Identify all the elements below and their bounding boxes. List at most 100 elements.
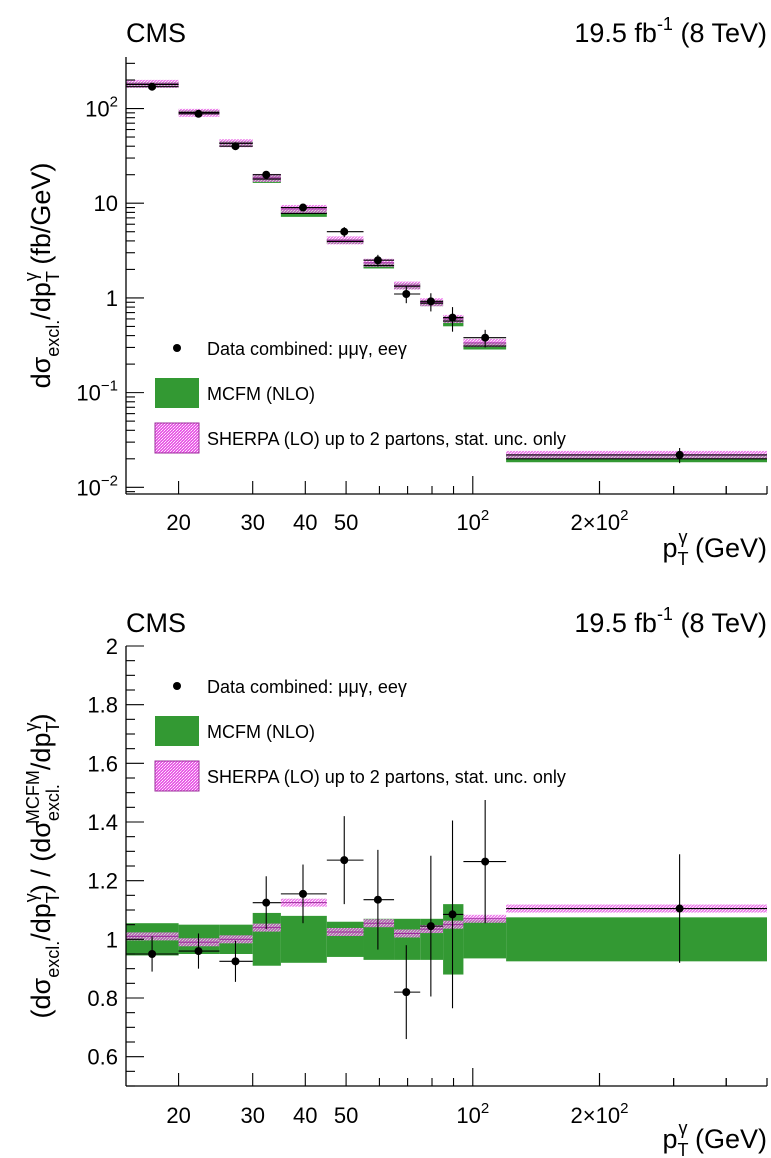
prediction-bands bbox=[126, 79, 767, 463]
y-title-part: /dp bbox=[26, 733, 56, 771]
y-tick-label: 1.6 bbox=[87, 751, 118, 776]
data-point-bin-5 bbox=[340, 856, 349, 865]
legend-label-marker: Data combined: μμγ, eeγ bbox=[207, 339, 407, 359]
x-tick-label: 20 bbox=[166, 510, 190, 535]
data-points bbox=[126, 82, 767, 464]
y-ticks bbox=[126, 62, 144, 493]
legend-swatch-sherpa bbox=[154, 422, 200, 454]
x-tick-label-text: 40 bbox=[293, 1103, 317, 1128]
legend-swatch-sherpa bbox=[154, 760, 200, 792]
x-tick-label-text: 10 bbox=[456, 510, 480, 535]
data-point-bin-9 bbox=[448, 910, 457, 919]
x-tick-label-text: 40 bbox=[293, 510, 317, 535]
mcfm-band-bin-4 bbox=[280, 915, 327, 963]
x-axis-title: pTγ (GeV) bbox=[662, 527, 767, 569]
y-tick-label: 1.8 bbox=[87, 693, 118, 718]
lumi-exponent: -1 bbox=[657, 604, 673, 624]
y-tick-label-text: 1.6 bbox=[87, 751, 118, 776]
x-tick-label: 40 bbox=[293, 510, 317, 535]
y-tick-label-sup: −1 bbox=[101, 378, 118, 395]
x-tick-label-text: 30 bbox=[240, 510, 264, 535]
x-tick-label-sup: 2 bbox=[481, 1100, 489, 1117]
x-tick-label-text: 2×10 bbox=[571, 1103, 621, 1128]
x-ticks bbox=[178, 476, 768, 494]
legend-swatch-mcfm bbox=[155, 378, 199, 408]
x-axis-title-symbol: p bbox=[662, 533, 677, 563]
y-tick-label-text: 1.2 bbox=[87, 869, 118, 894]
x-tick-label-text: 20 bbox=[166, 1103, 190, 1128]
x-tick-label-text: 2×10 bbox=[571, 510, 621, 535]
legend-marker-data bbox=[173, 682, 181, 690]
x-tick-label-sup: 2 bbox=[620, 1100, 628, 1117]
y-tick-label-text: 1 bbox=[106, 286, 118, 311]
y-tick-label: 2 bbox=[106, 634, 118, 659]
experiment-label: CMS bbox=[126, 18, 186, 48]
y-tick-label: 10−2 bbox=[76, 472, 118, 500]
y-tick-label-text: 0.6 bbox=[87, 1045, 118, 1070]
lumi-value: 19.5 fb bbox=[574, 18, 657, 48]
lumi-exponent: -1 bbox=[657, 14, 673, 34]
x-tick-label-text: 20 bbox=[166, 510, 190, 535]
x-tick-label: 102 bbox=[456, 1100, 489, 1128]
y-tick-label-text: 10 bbox=[94, 191, 118, 216]
data-point-bin-3 bbox=[262, 898, 271, 907]
legend-label-sherpa: SHERPA (LO) up to 2 partons, stat. unc. … bbox=[207, 767, 566, 787]
legend-label-mcfm: MCFM (NLO) bbox=[207, 384, 315, 404]
data-points bbox=[126, 800, 767, 1040]
data-point-bin-0 bbox=[148, 950, 157, 958]
legend-marker-data bbox=[173, 344, 181, 352]
x-tick-label: 50 bbox=[334, 510, 358, 535]
x-tick-label: 30 bbox=[240, 510, 264, 535]
prediction-bands bbox=[126, 898, 767, 975]
y-tick-label-text: 10 bbox=[76, 381, 100, 406]
legend: Data combined: μμγ, eeγ MCFM (NLO) SHERPA … bbox=[154, 677, 566, 792]
legend-label-sherpa: SHERPA (LO) up to 2 partons, stat. unc. … bbox=[207, 429, 566, 449]
y-title-part: dσ bbox=[26, 356, 56, 388]
data-point-bin-6 bbox=[373, 256, 382, 265]
y-tick-label-sup: −2 bbox=[101, 472, 118, 489]
y-tick-label: 10 bbox=[94, 191, 118, 216]
y-tick-label-text: 1.4 bbox=[87, 810, 118, 835]
lumi-value: 19.5 fb bbox=[574, 608, 657, 638]
y-tick-label: 10−1 bbox=[76, 378, 118, 406]
y-title-part: /dp bbox=[26, 903, 56, 941]
y-tick-label: 1.4 bbox=[87, 810, 118, 835]
y-tick-label: 102 bbox=[85, 94, 118, 122]
y-title-sub: excl. bbox=[43, 784, 63, 821]
x-axis-title-unit: (GeV) bbox=[687, 1124, 767, 1154]
y-tick-label: 1 bbox=[106, 927, 118, 952]
x-ticks bbox=[178, 1068, 768, 1086]
y-tick-label-text: 1 bbox=[106, 927, 118, 952]
y-tick-label: 0.6 bbox=[87, 1045, 118, 1070]
data-point-bin-11 bbox=[675, 904, 684, 913]
y-title-sub: T bbox=[43, 892, 63, 903]
x-tick-label-sup: 2 bbox=[620, 507, 628, 524]
data-point-bin-8 bbox=[426, 922, 435, 931]
y-title-sup: γ bbox=[21, 723, 41, 732]
data-point-bin-4 bbox=[298, 203, 307, 212]
luminosity-label: 19.5 fb-1 (8 TeV) bbox=[574, 604, 767, 638]
x-axis-title-symbol: p bbox=[662, 1124, 677, 1154]
y-ticks bbox=[126, 645, 144, 1087]
y-title-part: ) bbox=[26, 714, 56, 723]
x-tick-label: 2×102 bbox=[571, 1100, 629, 1128]
x-tick-label: 40 bbox=[293, 1103, 317, 1128]
x-axis-title-sup: γ bbox=[678, 527, 687, 547]
y-title-part: /dp bbox=[26, 282, 56, 320]
y-tick-label-text: 10 bbox=[85, 97, 109, 122]
mcfm-band-bin-10 bbox=[463, 920, 507, 959]
x-axis-title-sub: T bbox=[677, 549, 688, 569]
x-tick-label-text: 50 bbox=[334, 1103, 358, 1128]
y-title-part: ) / (dσ bbox=[26, 821, 56, 894]
data-point-bin-10 bbox=[481, 857, 490, 866]
data-point-bin-10 bbox=[481, 333, 490, 342]
data-point-bin-7 bbox=[402, 289, 411, 298]
x-tick-label-text: 10 bbox=[456, 1103, 480, 1128]
lumi-energy: (8 TeV) bbox=[673, 18, 767, 48]
data-point-bin-1 bbox=[194, 947, 203, 956]
mcfm-band-bin-5 bbox=[326, 921, 364, 957]
